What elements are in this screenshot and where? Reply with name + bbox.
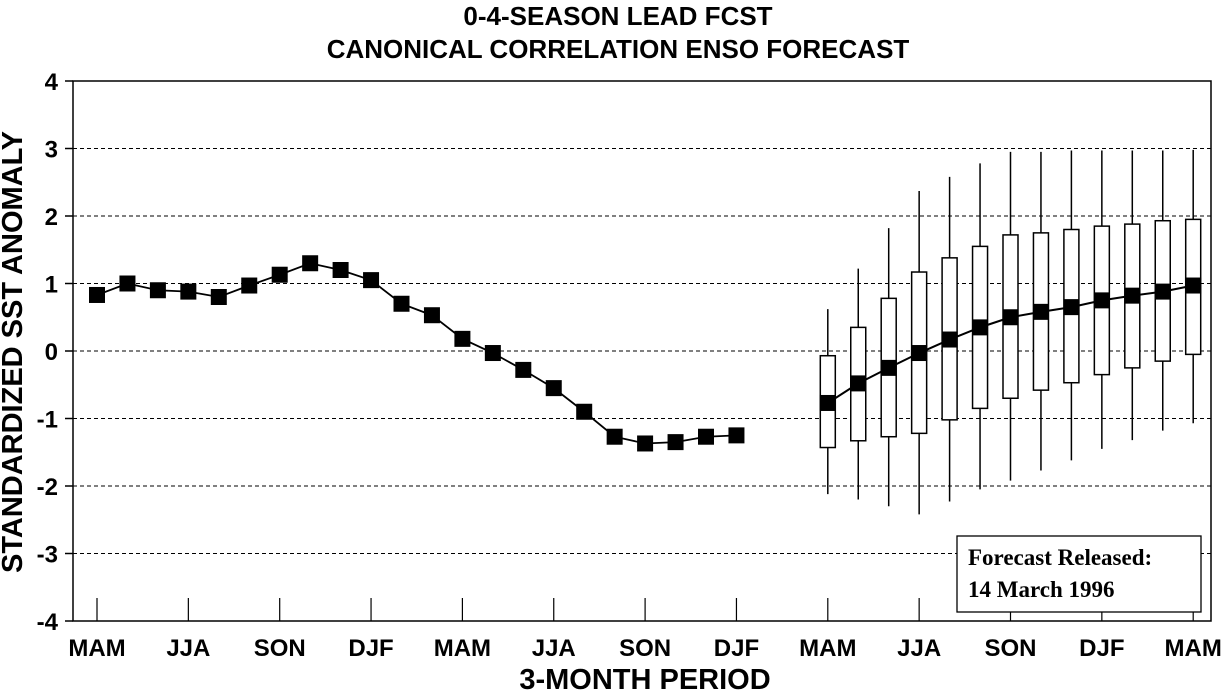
x-tick-label: JJA	[897, 635, 941, 662]
observed-point	[89, 286, 105, 303]
x-tick-label: SON	[254, 635, 306, 662]
forecast-median-point	[1185, 277, 1202, 294]
forecast-median-point	[1093, 292, 1110, 309]
observed-point	[119, 275, 136, 292]
x-tick-label: MAM	[68, 635, 125, 662]
y-tick-label: 3	[45, 137, 58, 164]
y-tick-label: -2	[37, 474, 58, 501]
observed-point	[241, 277, 258, 294]
forecast-median-point	[1124, 287, 1141, 304]
y-tick-label: -1	[37, 407, 58, 434]
y-tick-label: -4	[37, 609, 59, 636]
y-tick-label: 1	[45, 272, 58, 299]
note-line-2: 14 March 1996	[968, 577, 1115, 602]
x-tick-label: DJF	[1079, 635, 1124, 662]
plot-frame	[72, 80, 1212, 622]
x-tick-label: DJF	[348, 635, 393, 662]
x-tick-label: MAM	[799, 635, 856, 662]
forecast-median-point	[972, 319, 989, 336]
x-axis-ticks: MAM JJA SON DJF MAM JJA SON DJF MAM JJA SON DJF MAM	[68, 598, 1222, 662]
forecast-median-point	[911, 345, 928, 362]
chart-subtitle: CANONICAL CORRELATION ENSO FORECAST	[327, 34, 910, 64]
observed-point	[637, 435, 654, 452]
x-tick-label: MAM	[1165, 635, 1222, 662]
forecast-median-point	[1002, 309, 1019, 326]
observed-point	[149, 282, 166, 299]
observed-point	[363, 272, 380, 289]
y-tick-label: 0	[45, 339, 58, 366]
y-axis-ticks: 4 3 2 1 0 -1 -2 -3 -4	[37, 69, 73, 636]
observed-point	[302, 255, 319, 272]
x-tick-label: JJA	[166, 635, 210, 662]
observed-point	[576, 403, 593, 420]
observed-point	[484, 345, 501, 362]
forecast-median-point	[941, 331, 958, 348]
note-line-1: Forecast Released:	[968, 545, 1152, 570]
y-tick-label: 2	[45, 204, 58, 231]
forecast-median-point	[1063, 299, 1080, 316]
chart-title: 0-4-SEASON LEAD FCST	[463, 1, 772, 31]
y-tick-label: -3	[37, 542, 58, 569]
observed-point	[180, 283, 197, 300]
x-tick-label: DJF	[714, 635, 759, 662]
observed-point	[545, 380, 562, 397]
observed-point	[271, 266, 288, 283]
x-tick-label: SON	[984, 635, 1036, 662]
observed-point	[606, 428, 623, 445]
observed-point	[332, 262, 349, 278]
forecast-released-note: Forecast Released: 14 March 1996	[956, 535, 1202, 613]
forecast-median-point	[819, 394, 836, 411]
note-box	[956, 535, 1202, 613]
observed-point	[698, 428, 714, 445]
forecast-median-point	[1032, 303, 1049, 320]
x-tick-label: MAM	[434, 635, 491, 662]
y-tick-label: 4	[45, 69, 59, 96]
x-tick-label: SON	[619, 635, 671, 662]
observed-point	[393, 295, 410, 312]
observed-point	[210, 289, 227, 305]
x-tick-label: JJA	[532, 635, 576, 662]
observed-point	[515, 361, 532, 378]
y-axis-label: STANDARDIZED SST ANOMALY	[0, 131, 29, 573]
forecast-median-point	[1154, 283, 1171, 300]
observed-point	[454, 330, 471, 347]
forecast-boxes	[819, 149, 1202, 515]
observed-line	[96, 262, 737, 445]
gridlines	[73, 148, 1211, 554]
observed-point	[728, 427, 745, 444]
observed-point	[667, 434, 684, 451]
x-axis-label: 3-MONTH PERIOD	[519, 664, 770, 694]
forecast-median-point	[850, 375, 867, 392]
forecast-median-point	[880, 359, 897, 376]
observed-point	[423, 307, 440, 324]
observed-series	[89, 255, 745, 452]
